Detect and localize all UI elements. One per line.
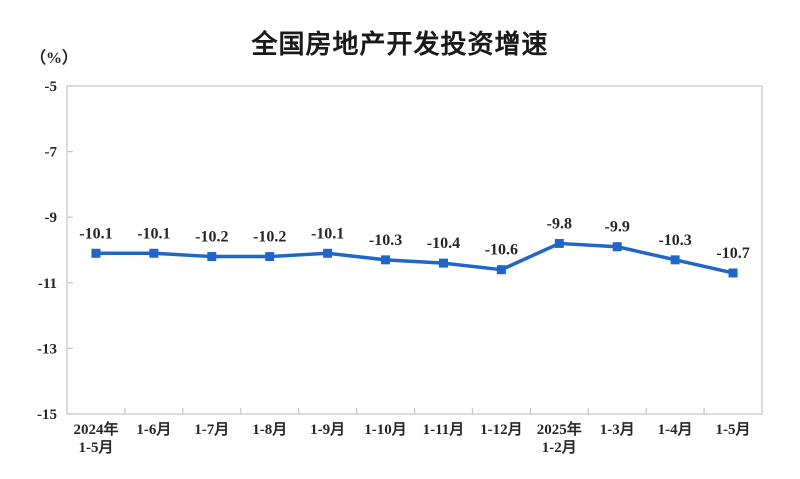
data-point-marker: [381, 255, 391, 265]
y-axis-unit-label: （%）: [30, 50, 79, 67]
data-point-marker: [554, 238, 564, 248]
plot-border: [66, 85, 763, 415]
x-axis-label: 1-8月: [252, 421, 287, 438]
data-point-marker: [438, 258, 448, 268]
x-axis-label: 1-4月: [658, 421, 693, 438]
data-point-marker: [728, 268, 738, 278]
x-axis-label: 1-7月: [194, 421, 229, 438]
data-point-marker: [91, 248, 101, 258]
x-axis-label: 1-9月: [310, 421, 345, 438]
data-point-marker: [149, 248, 159, 258]
y-axis-tick-label: -13: [37, 341, 57, 357]
y-axis-tick-label: -11: [38, 276, 57, 292]
data-point-label: -10.1: [137, 225, 170, 242]
x-axis-label: 1-5月: [716, 421, 751, 438]
x-axis-label: 2025年 1-2月: [537, 420, 582, 456]
y-axis-tick-label: -15: [37, 407, 57, 423]
y-axis-tick-label: -5: [45, 79, 58, 95]
x-axis-label: 1-11月: [423, 421, 465, 438]
data-point-label: -10.1: [311, 225, 344, 242]
data-point-label: -10.2: [253, 229, 286, 246]
y-axis-tick-label: -9: [45, 210, 58, 226]
y-axis-tick-label: -7: [45, 145, 58, 161]
data-point-label: -9.8: [547, 215, 572, 232]
data-point-label: -10.1: [79, 225, 112, 242]
chart-title: 全国房地产开发投资增速: [251, 29, 549, 59]
data-point-marker: [265, 252, 275, 262]
data-point-label: -10.4: [427, 235, 460, 252]
data-point-marker: [323, 248, 333, 258]
data-point-marker: [496, 265, 506, 275]
x-axis-label: 1-12月: [480, 421, 523, 438]
data-point-marker: [670, 255, 680, 265]
data-point-label: -10.2: [195, 229, 228, 246]
data-point-label: -10.7: [716, 245, 749, 262]
x-axis-label: 2024年 1-5月: [73, 420, 118, 456]
data-point-label: -9.9: [605, 219, 630, 236]
x-axis-label: 1-10月: [364, 421, 407, 438]
data-point-label: -10.3: [658, 232, 691, 249]
x-axis-label: 1-3月: [600, 421, 635, 438]
data-point-label: -10.6: [485, 242, 518, 259]
data-point-marker: [207, 252, 217, 262]
data-point-marker: [612, 242, 622, 252]
data-point-label: -10.3: [369, 232, 402, 249]
x-axis-label: 1-6月: [136, 421, 171, 438]
data-line: [94, 241, 735, 275]
